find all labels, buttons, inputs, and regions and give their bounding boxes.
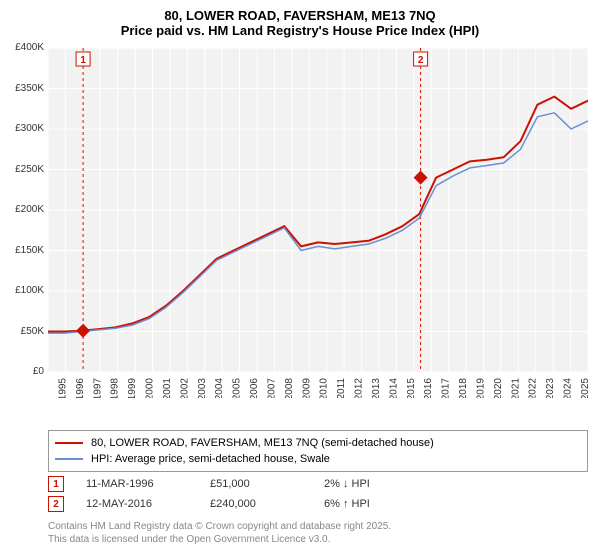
svg-text:2018: 2018 [458,378,469,398]
svg-text:2009: 2009 [301,378,312,398]
y-tick-label: £400K [0,42,44,53]
price-chart: £0£50K£100K£150K£200K£250K£300K£350K£400… [48,48,588,398]
svg-text:2020: 2020 [493,378,504,398]
svg-text:2010: 2010 [319,378,330,398]
event-badge: 1 [48,476,64,492]
copyright-line: Contains HM Land Registry data © Crown c… [48,520,588,533]
legend: 80, LOWER ROAD, FAVERSHAM, ME13 7NQ (sem… [48,430,588,472]
svg-text:1998: 1998 [110,378,121,398]
svg-text:1995: 1995 [57,378,68,398]
legend-swatch [55,442,83,444]
svg-text:2019: 2019 [475,378,486,398]
y-tick-label: £50K [0,326,44,337]
event-hpi-delta: 6% ↑ HPI [324,498,424,510]
svg-text:2000: 2000 [145,378,156,398]
legend-label: HPI: Average price, semi-detached house,… [91,453,330,465]
legend-swatch [55,458,83,460]
legend-item: 80, LOWER ROAD, FAVERSHAM, ME13 7NQ (sem… [55,435,581,451]
svg-text:1994: 1994 [48,378,51,398]
svg-text:2004: 2004 [214,378,225,398]
svg-text:1997: 1997 [92,378,103,398]
y-tick-label: £250K [0,164,44,175]
event-price: £51,000 [210,478,320,490]
svg-text:2007: 2007 [266,378,277,398]
svg-text:2012: 2012 [354,378,365,398]
svg-text:2024: 2024 [563,378,574,398]
y-tick-label: £200K [0,204,44,215]
event-badge: 2 [48,496,64,512]
svg-text:2002: 2002 [179,378,190,398]
svg-text:2025: 2025 [580,378,588,398]
svg-text:1996: 1996 [75,378,86,398]
svg-text:2014: 2014 [388,378,399,398]
page-subtitle: Price paid vs. HM Land Registry's House … [0,23,600,38]
svg-text:1: 1 [80,55,86,66]
svg-text:2017: 2017 [441,378,452,398]
svg-text:2016: 2016 [423,378,434,398]
svg-text:2005: 2005 [232,378,243,398]
svg-text:2022: 2022 [528,378,539,398]
event-date: 12-MAY-2016 [86,498,206,510]
svg-text:2008: 2008 [284,378,295,398]
y-tick-label: £300K [0,123,44,134]
copyright-notice: Contains HM Land Registry data © Crown c… [48,520,588,546]
svg-text:2011: 2011 [336,378,347,398]
event-row: 2 12-MAY-2016 £240,000 6% ↑ HPI [48,494,588,514]
legend-label: 80, LOWER ROAD, FAVERSHAM, ME13 7NQ (sem… [91,437,434,449]
event-hpi-delta: 2% ↓ HPI [324,478,424,490]
svg-text:2001: 2001 [162,378,173,398]
svg-text:2: 2 [418,55,424,66]
y-tick-label: £150K [0,245,44,256]
svg-text:1999: 1999 [127,378,138,398]
svg-text:2023: 2023 [545,378,556,398]
copyright-line: This data is licensed under the Open Gov… [48,533,588,546]
sale-events: 1 11-MAR-1996 £51,000 2% ↓ HPI 2 12-MAY-2016 £… [48,474,588,514]
y-tick-label: £350K [0,83,44,94]
page-title: 80, LOWER ROAD, FAVERSHAM, ME13 7NQ [0,8,600,23]
event-price: £240,000 [210,498,320,510]
svg-text:2013: 2013 [371,378,382,398]
y-tick-label: £100K [0,285,44,296]
y-tick-label: £0 [0,366,44,377]
svg-text:2003: 2003 [197,378,208,398]
svg-text:2006: 2006 [249,378,260,398]
event-date: 11-MAR-1996 [86,478,206,490]
event-row: 1 11-MAR-1996 £51,000 2% ↓ HPI [48,474,588,494]
svg-text:2015: 2015 [406,378,417,398]
legend-item: HPI: Average price, semi-detached house,… [55,451,581,467]
svg-text:2021: 2021 [510,378,521,398]
